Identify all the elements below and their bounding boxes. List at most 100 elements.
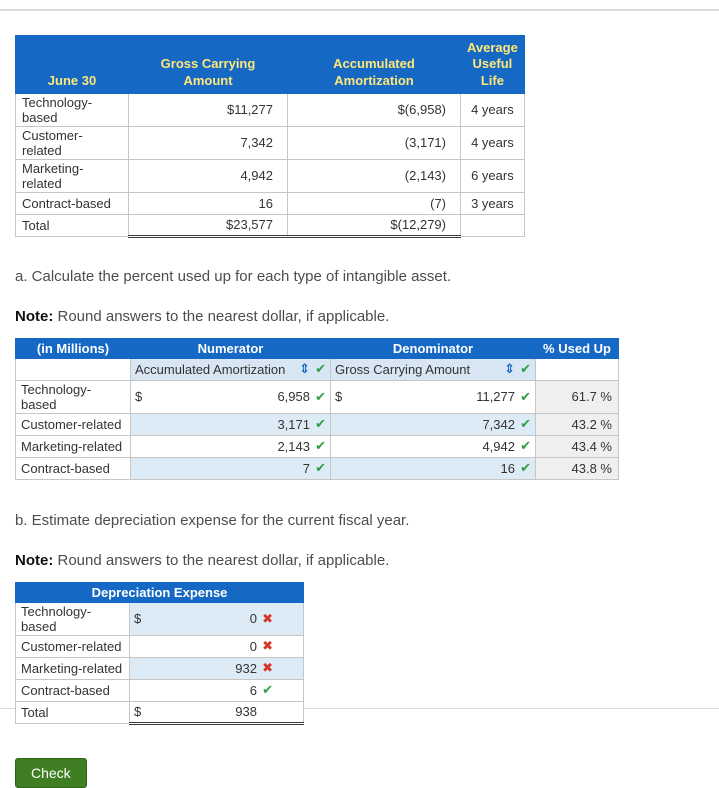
- instruction-a: a. Calculate the percent used up for eac…: [15, 267, 452, 285]
- depreciation-input[interactable]: 932 ✖: [129, 656, 304, 680]
- col-header-accumulated-amortization: Accumulated Amortization: [287, 35, 461, 94]
- row-label: Technology-based: [15, 92, 129, 127]
- numerator-input[interactable]: 7 ✔: [130, 456, 331, 480]
- table-row: Customer-related 0 ✖: [15, 634, 304, 658]
- col-header-gross-carrying-amount: Gross Carrying Amount: [128, 35, 288, 94]
- pct-used-up-value: 43.2 %: [535, 412, 619, 436]
- table-row: Marketing-related 932 ✖: [15, 656, 304, 680]
- denominator-value: 7,342: [482, 416, 515, 432]
- table-row: Contract-based 16 (7) 3 years: [15, 191, 525, 215]
- useful-life-cell: 4 years: [460, 92, 525, 127]
- dollar-sign: $: [135, 389, 143, 405]
- accumulated-amount-cell: (2,143): [287, 158, 461, 193]
- amortization-header-row: June 30 Gross Carrying Amount Accumulate…: [15, 35, 525, 94]
- correct-check-icon: ✔: [315, 361, 326, 377]
- denominator-input[interactable]: $ 11,277 ✔: [330, 379, 536, 414]
- depreciation-value: 6: [249, 682, 257, 698]
- total-life-cell: [460, 213, 525, 237]
- note-text: Round answers to the nearest dollar, if …: [57, 307, 390, 325]
- correct-check-icon: ✔: [262, 682, 273, 698]
- amortization-table: June 30 Gross Carrying Amount Accumulate…: [15, 35, 525, 238]
- correct-check-icon: ✔: [315, 388, 326, 404]
- col-header-june-30: June 30: [15, 35, 129, 94]
- gross-amount-cell: $11,277: [128, 92, 288, 127]
- denominator-input[interactable]: 4,942 ✔: [330, 434, 536, 458]
- blank-cell: [535, 357, 619, 381]
- note-label: Note:: [15, 307, 54, 325]
- col-header-depreciation-expense: Depreciation Expense: [15, 581, 304, 603]
- row-label: Marketing-related: [15, 158, 129, 193]
- col-header-in-millions: (in Millions): [15, 337, 131, 359]
- check-button[interactable]: Check: [15, 757, 87, 788]
- depreciation-input[interactable]: $ 0 ✖: [129, 601, 304, 636]
- problem-content: June 30 Gross Carrying Amount Accumulate…: [15, 35, 619, 788]
- numerator-value: 7: [302, 460, 310, 476]
- total-accumulated-cell: $(12,279): [287, 213, 461, 238]
- correct-check-icon: ✔: [520, 361, 531, 377]
- depreciation-input[interactable]: 0 ✖: [129, 634, 304, 658]
- useful-life-cell: 4 years: [460, 125, 525, 160]
- depreciation-value: 932: [235, 660, 257, 676]
- table-row: Contract-based 6 ✔: [15, 678, 304, 702]
- denominator-select-value: Gross Carrying Amount: [335, 361, 471, 377]
- total-depreciation-cell: $ 938: [129, 700, 304, 725]
- note-label: Note:: [15, 551, 54, 569]
- row-label: Customer-related: [15, 412, 131, 436]
- total-label: Total: [15, 213, 129, 237]
- denominator-input[interactable]: 16 ✔: [330, 456, 536, 480]
- dropdown-arrows-icon: ⇕: [299, 361, 310, 377]
- total-label: Total: [15, 700, 130, 724]
- numerator-input[interactable]: 2,143 ✔: [130, 434, 331, 458]
- bottom-divider: [0, 708, 719, 709]
- note-line-a: Note: Round answers to the nearest dolla…: [15, 308, 619, 325]
- numerator-value: 2,143: [277, 438, 310, 454]
- col-header-average-useful-life: Average Useful Life: [460, 35, 525, 94]
- accumulated-amount-cell: $(6,958): [287, 92, 461, 127]
- pct-used-up-value: 43.4 %: [535, 434, 619, 458]
- row-label: Technology-based: [15, 379, 131, 414]
- row-label: Customer-related: [15, 125, 129, 160]
- col-header-numerator: Numerator: [130, 337, 331, 359]
- gross-amount-cell: 7,342: [128, 125, 288, 160]
- blank-cell: [15, 357, 131, 381]
- correct-check-icon: ✔: [315, 460, 326, 476]
- row-label: Marketing-related: [15, 656, 130, 680]
- table-row: Customer-related 3,171 ✔ 7,342 ✔ 43.2: [15, 412, 619, 436]
- pct-used-up-value: 43.8 %: [535, 456, 619, 480]
- gross-amount-cell: 4,942: [128, 158, 288, 193]
- total-row: Total $23,577 $(12,279): [15, 213, 525, 238]
- table-row: Technology-based $11,277 $(6,958) 4 year…: [15, 92, 525, 127]
- correct-check-icon: ✔: [315, 438, 326, 454]
- total-row: Total $ 938: [15, 700, 304, 725]
- depreciation-value: 0: [249, 638, 257, 654]
- numerator-input[interactable]: $ 6,958 ✔: [130, 379, 331, 414]
- table-row: Technology-based $ 6,958 ✔ $ 11,277 ✔ 61: [15, 379, 619, 414]
- row-label: Contract-based: [15, 191, 129, 215]
- accumulated-amount-cell: (3,171): [287, 125, 461, 160]
- dropdown-arrows-icon: ⇕: [504, 361, 515, 377]
- depreciation-input[interactable]: 6 ✔: [129, 678, 304, 702]
- row-label: Contract-based: [15, 456, 131, 480]
- total-depreciation-value: 938: [235, 704, 257, 720]
- row-label: Contract-based: [15, 678, 130, 702]
- useful-life-cell: 6 years: [460, 158, 525, 193]
- numerator-select-value: Accumulated Amortization: [135, 361, 286, 377]
- denominator-input[interactable]: 7,342 ✔: [330, 412, 536, 436]
- gross-amount-cell: 16: [128, 191, 288, 215]
- denominator-value: 11,277: [476, 389, 515, 405]
- dollar-sign: $: [134, 704, 142, 720]
- denominator-value: 16: [500, 460, 515, 476]
- instruction-b: b. Estimate depreciation expense for the…: [15, 511, 410, 529]
- percent-used-up-table: (in Millions) Numerator Denominator % Us…: [15, 337, 619, 480]
- depreciation-header-row: Depreciation Expense: [15, 581, 304, 603]
- numerator-account-select[interactable]: Accumulated Amortization ⇕ ✔: [130, 357, 331, 381]
- table-row: Technology-based $ 0 ✖: [15, 601, 304, 636]
- row-label: Marketing-related: [15, 434, 131, 458]
- numerator-value: 6,958: [277, 389, 310, 405]
- correct-check-icon: ✔: [315, 416, 326, 432]
- denominator-account-select[interactable]: Gross Carrying Amount ⇕ ✔: [330, 357, 536, 381]
- incorrect-x-icon: ✖: [262, 610, 273, 626]
- note-text: Round answers to the nearest dollar, if …: [57, 551, 390, 569]
- incorrect-x-icon: ✖: [262, 660, 273, 676]
- numerator-input[interactable]: 3,171 ✔: [130, 412, 331, 436]
